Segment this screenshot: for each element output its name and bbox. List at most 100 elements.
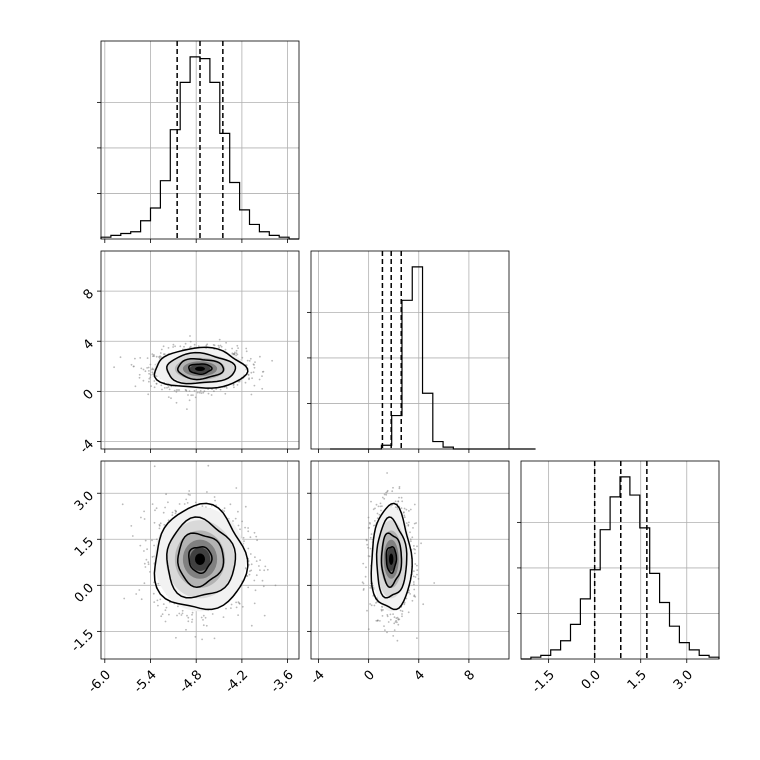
scatter-1-0-point [151,367,154,370]
scatter-2-1-point [370,604,373,607]
scatter-1-0-point [150,385,152,387]
scatter-2-0-point [175,636,177,639]
scatter-2-1-point [386,614,389,616]
scatter-2-0-point [194,635,197,638]
scatter-2-0-point [235,601,238,604]
scatter-2-1-point [401,500,404,503]
scatter-1-0-point [202,391,205,394]
scatter-2-1-point [414,552,416,555]
scatter-2-1-point [389,618,392,621]
scatter-2-0-point [159,522,162,525]
scatter-2-0-point [246,575,249,577]
panel-0-0 [97,40,300,243]
scatter-1-0-point [153,380,156,382]
scatter-2-1-point [413,588,416,591]
scatter-1-0-point [261,375,263,377]
scatter-1-0-point [149,374,152,376]
scatter-2-0-point [154,509,156,512]
scatter-2-0-point [187,620,190,623]
scatter-2-1-point [416,637,418,639]
scatter-2-0-point [225,607,227,610]
scatter-2-0-point [230,603,233,606]
scatter-2-0-point [237,510,239,513]
scatter-2-0-point [188,490,191,492]
scatter-2-0-point [237,524,240,527]
scatter-2-0-point [138,589,141,591]
scatter-1-0-point [247,374,250,376]
scatter-1-0-point [225,341,227,344]
scatter-1-0-point [173,389,176,392]
scatter-2-1-point [414,576,417,578]
scatter-2-1-point [403,514,406,517]
scatter-1-0-point [220,345,223,348]
scatter-2-1-point [413,522,416,525]
panel-2-2 [517,460,720,663]
scatter-2-0-point [255,535,258,538]
scatter-2-0-point [244,526,247,529]
scatter-2-0-point [153,521,156,524]
scatter-2-1-point [369,603,371,605]
scatter-2-0-point [249,553,252,555]
scatter-2-0-point [261,579,264,582]
scatter-1-0-point [146,367,148,369]
scatter-2-0-point [201,505,204,507]
scatter-2-0-point [167,501,169,504]
scatter-2-0-point [254,589,257,592]
scatter-1-0-point [203,390,206,393]
scatter-1-0-point [225,387,228,389]
scatter-1-0-point [193,343,196,346]
x-tick-label-0-1: -5.4 [131,668,160,697]
scatter-1-0-point [219,388,222,391]
scatter-2-1-point [381,496,384,499]
scatter-1-0-point [147,366,150,369]
scatter-2-1-point [374,507,376,510]
scatter-2-0-point [263,614,266,617]
scatter-2-0-contour-1 [166,516,237,599]
scatter-2-1-point [416,573,418,576]
scatter-2-0-point [140,598,143,601]
scatter-1-0-point [261,371,264,373]
scatter-1-0-point [172,343,175,346]
scatter-2-1-point [372,508,375,511]
scatter-1-0-point [253,384,256,387]
scatter-1-0-point [258,378,261,381]
scatter-1-0-point [252,371,255,374]
scatter-1-0-point [155,355,158,358]
scatter-2-1-point [414,563,417,565]
scatter-2-0-point [248,564,250,566]
scatter-2-1-point [403,507,406,510]
scatter-2-0-point [204,616,207,619]
hist-2-frame [520,460,720,660]
scatter-2-0-point [145,558,148,561]
scatter-1-0-point [200,392,203,394]
scatter-2-1-point [397,623,400,626]
scatter-2-0-point [160,615,163,618]
scatter-2-1-point [387,621,390,623]
scatter-2-1-point [401,613,403,615]
scatter-2-1-point [415,522,417,524]
scatter-2-1-point [396,639,399,642]
scatter-1-0-contour-2 [177,357,225,381]
y-tick-label-2-1: 1.5 [72,535,97,560]
scatter-2-0-body [121,464,277,641]
scatter-2-0-point [181,609,184,612]
scatter-2-0-point [171,514,174,516]
scatter-2-1-point [376,619,379,622]
scatter-2-0-point [164,609,167,612]
scatter-2-0-point [213,637,216,640]
scatter-1-0-frame [100,250,300,450]
panel-1-0 [97,250,300,453]
scatter-1-0-point [146,357,149,359]
scatter-1-0-point [175,389,178,391]
scatter-2-0-point [153,465,156,468]
scatter-1-0-point [218,338,221,341]
scatter-2-0-point [159,598,162,601]
scatter-2-1-point [380,608,383,611]
scatter-2-1-point [368,555,371,558]
scatter-1-0-point [253,364,255,366]
scatter-2-1-point [433,582,436,584]
scatter-1-0-point [190,394,193,397]
scatter-2-0-point [156,538,158,541]
scatter-2-0-point [135,593,138,595]
scatter-1-0-point [246,359,249,362]
